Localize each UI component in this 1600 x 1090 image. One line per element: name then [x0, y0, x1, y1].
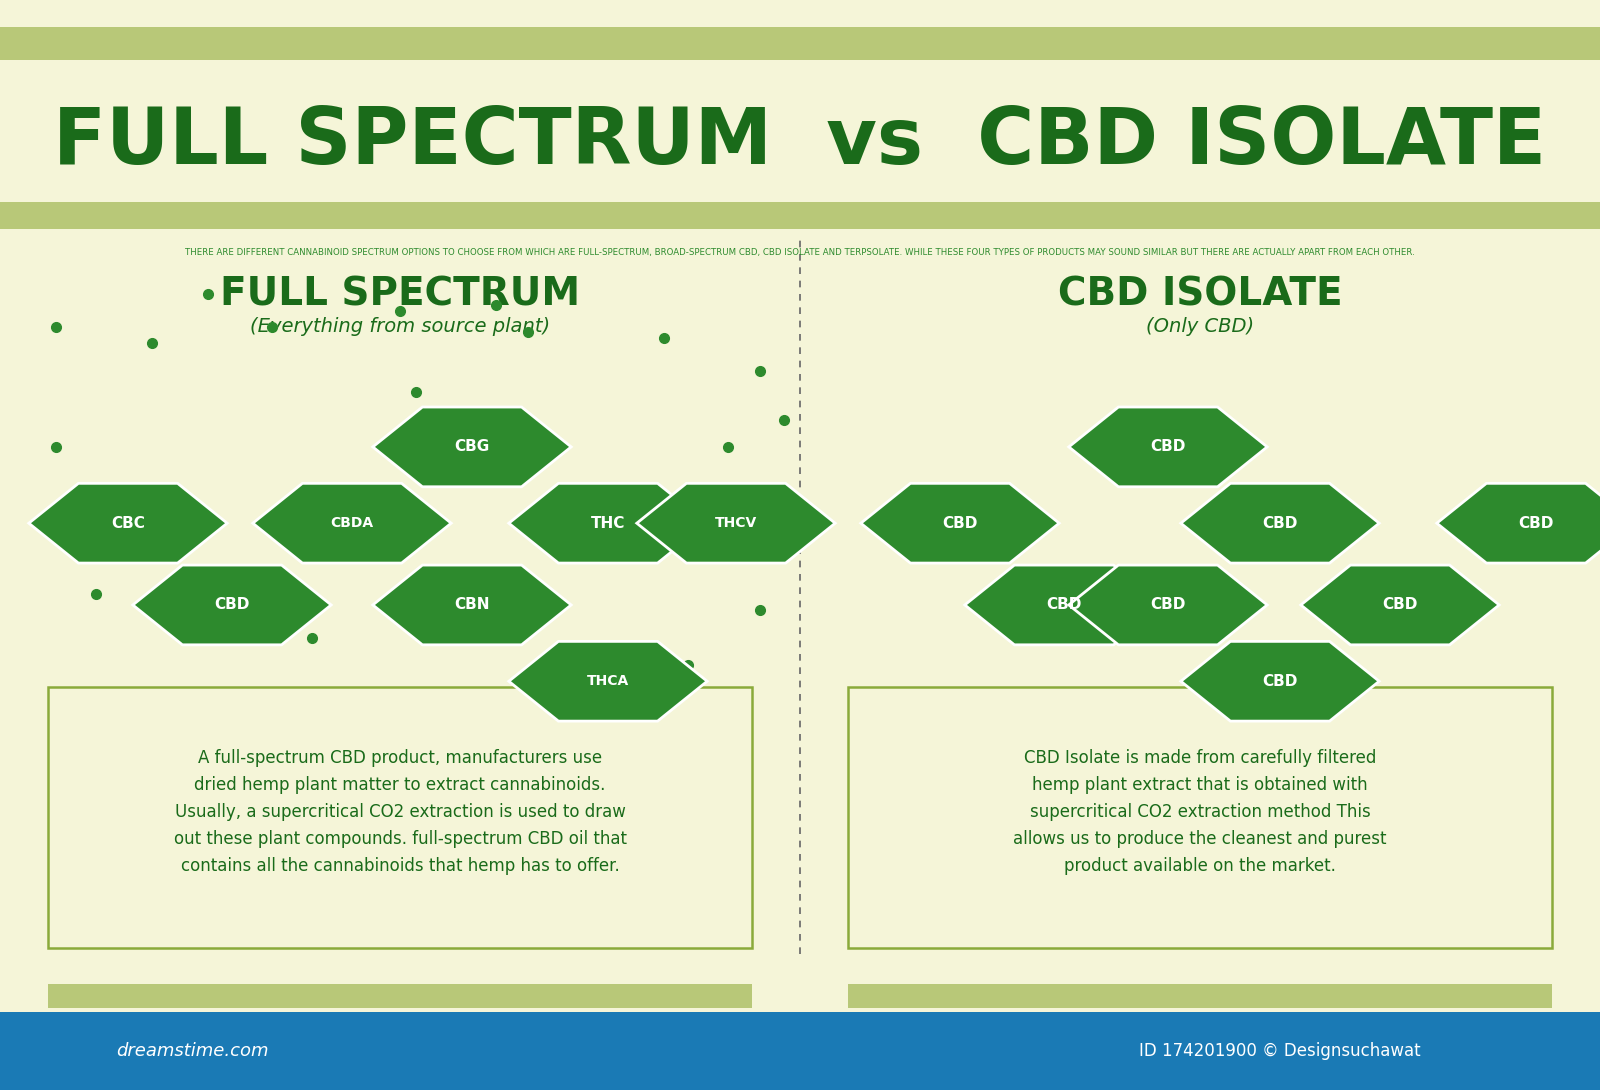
Polygon shape [373, 565, 571, 645]
Polygon shape [509, 641, 707, 722]
Text: CBD: CBD [942, 516, 978, 531]
Text: CBD ISOLATE: CBD ISOLATE [1058, 276, 1342, 313]
Polygon shape [373, 407, 571, 487]
Text: CBD: CBD [1046, 597, 1082, 613]
Text: (Only CBD): (Only CBD) [1146, 317, 1254, 337]
Text: CBD: CBD [214, 597, 250, 613]
Text: CBD: CBD [1150, 597, 1186, 613]
FancyBboxPatch shape [848, 687, 1552, 948]
Text: A full-spectrum CBD product, manufacturers use
dried hemp plant matter to extrac: A full-spectrum CBD product, manufacture… [173, 749, 627, 875]
Text: FULL SPECTRUM: FULL SPECTRUM [219, 276, 581, 313]
Polygon shape [1437, 483, 1600, 564]
Text: ID 174201900 © Designsuchawat: ID 174201900 © Designsuchawat [1139, 1042, 1421, 1059]
Polygon shape [1069, 407, 1267, 487]
Text: THCA: THCA [587, 675, 629, 688]
FancyBboxPatch shape [0, 27, 1600, 60]
Text: CBD Isolate is made from carefully filtered
hemp plant extract that is obtained : CBD Isolate is made from carefully filte… [1013, 749, 1387, 875]
Text: CBG: CBG [454, 439, 490, 455]
Text: CBD: CBD [1262, 674, 1298, 689]
Polygon shape [637, 483, 835, 564]
FancyBboxPatch shape [848, 984, 1552, 1008]
Text: FULL SPECTRUM  vs  CBD ISOLATE: FULL SPECTRUM vs CBD ISOLATE [53, 104, 1547, 180]
Polygon shape [965, 565, 1163, 645]
Text: CBD: CBD [1382, 597, 1418, 613]
Polygon shape [509, 483, 707, 564]
Polygon shape [1181, 483, 1379, 564]
FancyBboxPatch shape [0, 1012, 1600, 1090]
Polygon shape [1069, 565, 1267, 645]
Text: CBD: CBD [1262, 516, 1298, 531]
FancyBboxPatch shape [48, 687, 752, 948]
Polygon shape [133, 565, 331, 645]
Polygon shape [1181, 641, 1379, 722]
Text: CBN: CBN [454, 597, 490, 613]
Polygon shape [1301, 565, 1499, 645]
Text: CBD: CBD [1150, 439, 1186, 455]
FancyBboxPatch shape [0, 202, 1600, 229]
FancyBboxPatch shape [48, 984, 752, 1008]
Text: CBDA: CBDA [331, 517, 373, 530]
Polygon shape [861, 483, 1059, 564]
Polygon shape [253, 483, 451, 564]
Text: THERE ARE DIFFERENT CANNABINOID SPECTRUM OPTIONS TO CHOOSE FROM WHICH ARE FULL-S: THERE ARE DIFFERENT CANNABINOID SPECTRUM… [186, 249, 1414, 257]
Text: THCV: THCV [715, 517, 757, 530]
Text: dreamstime.com: dreamstime.com [115, 1042, 269, 1059]
Text: CBC: CBC [110, 516, 146, 531]
Text: (Everything from source plant): (Everything from source plant) [250, 317, 550, 337]
Polygon shape [29, 483, 227, 564]
Text: THC: THC [590, 516, 626, 531]
Text: CBD: CBD [1518, 516, 1554, 531]
